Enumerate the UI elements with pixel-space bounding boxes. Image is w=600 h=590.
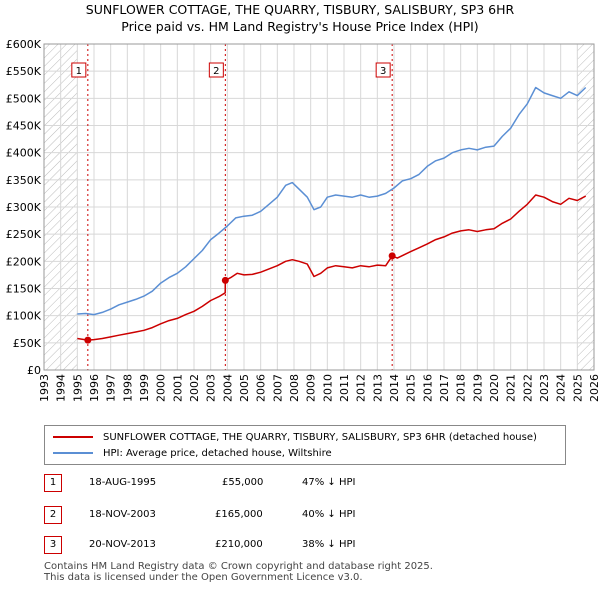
- x-tick-label: 2004: [221, 374, 234, 402]
- legend-label-property: SUNFLOWER COTTAGE, THE QUARRY, TISBURY, …: [103, 431, 537, 443]
- sale-label-text: 2: [213, 66, 219, 77]
- x-tick-label: 2015: [405, 374, 418, 402]
- y-tick-label: £50K: [13, 337, 42, 350]
- x-tick-label: 2001: [171, 374, 184, 402]
- x-tick-label: 1999: [138, 374, 151, 402]
- x-tick-label: 1998: [121, 374, 134, 402]
- legend-swatch-hpi: [53, 452, 93, 454]
- y-tick-label: £0: [27, 364, 41, 377]
- y-tick-label: £550K: [6, 65, 42, 78]
- x-tick-label: 1994: [55, 374, 68, 402]
- y-tick-label: £350K: [6, 174, 42, 187]
- x-tick-label: 2018: [455, 374, 468, 402]
- x-tick-label: 1995: [71, 374, 84, 402]
- x-tick-label: 2013: [371, 374, 384, 402]
- x-tick-label: 1997: [105, 374, 118, 402]
- x-tick-label: 2019: [471, 374, 484, 402]
- chart-title: SUNFLOWER COTTAGE, THE QUARRY, TISBURY, …: [85, 2, 515, 17]
- y-tick-label: £200K: [6, 255, 42, 268]
- sale-label-text: 1: [76, 66, 82, 77]
- transaction-hpi-diff: 38% ↓ HPI: [302, 539, 356, 550]
- x-tick-label: 2012: [355, 374, 368, 402]
- x-tick-label: 2014: [388, 374, 401, 402]
- x-tick-label: 2011: [338, 374, 351, 402]
- transaction-price: £55,000: [222, 477, 264, 488]
- x-tick-label: 1993: [38, 374, 51, 402]
- legend-item-hpi: HPI: Average price, detached house, Wilt…: [53, 446, 332, 460]
- x-tick-label: 2007: [271, 374, 284, 402]
- price-paid-line: [77, 194, 587, 341]
- y-tick-label: £100K: [6, 310, 42, 323]
- legend-item-property: SUNFLOWER COTTAGE, THE QUARRY, TISBURY, …: [53, 430, 537, 444]
- footer: Contains HM Land Registry data © Crown c…: [44, 561, 433, 583]
- transaction-price: £165,000: [215, 509, 263, 520]
- sale-label-text: 3: [380, 66, 386, 77]
- x-tick-label: 2016: [421, 374, 434, 402]
- transaction-number: 2: [44, 506, 62, 524]
- x-tick-label: 2022: [521, 374, 534, 402]
- sale-point: [84, 336, 92, 344]
- transaction-number: 1: [44, 474, 62, 492]
- x-tick-label: 2017: [438, 374, 451, 402]
- transaction-price: £210,000: [215, 539, 263, 550]
- x-tick-label: 2023: [538, 374, 551, 402]
- transaction-hpi-diff: 47% ↓ HPI: [302, 477, 356, 488]
- x-tick-label: 2008: [288, 374, 301, 402]
- x-tick-label: 2000: [155, 374, 168, 402]
- y-tick-label: £600K: [6, 38, 42, 51]
- x-tick-label: 2026: [588, 374, 600, 402]
- x-tick-label: 2024: [555, 374, 568, 402]
- y-tick-label: £300K: [6, 201, 42, 214]
- hpi-line: [77, 86, 587, 316]
- transaction-date: 18-AUG-1995: [89, 477, 157, 488]
- y-tick-label: £250K: [6, 228, 42, 241]
- x-tick-label: 2021: [505, 374, 518, 402]
- y-tick-label: £500K: [6, 92, 42, 105]
- x-tick-label: 2002: [188, 374, 201, 402]
- plot-frame: [43, 43, 595, 371]
- x-tick-label: 2020: [488, 374, 501, 402]
- sale-label-box: [375, 62, 391, 78]
- legend-label-hpi: HPI: Average price, detached house, Wilt…: [103, 447, 332, 459]
- x-tick-label: 2005: [238, 374, 251, 402]
- sale-label-box: [208, 62, 224, 78]
- x-tick-label: 2006: [255, 374, 268, 402]
- x-tick-label: 2009: [305, 374, 318, 402]
- legend: SUNFLOWER COTTAGE, THE QUARRY, TISBURY, …: [44, 425, 566, 465]
- x-tick-label: 1996: [88, 374, 101, 402]
- x-tick-label: 2025: [571, 374, 584, 402]
- footer-licence: This data is licensed under the Open Gov…: [44, 572, 363, 583]
- transaction-hpi-diff: 40% ↓ HPI: [302, 509, 356, 520]
- sale-label-box: [71, 62, 87, 78]
- y-tick-label: £150K: [6, 283, 42, 296]
- transaction-date: 20-NOV-2013: [89, 539, 156, 550]
- sale-point: [388, 252, 396, 260]
- y-tick-label: £450K: [6, 120, 42, 133]
- x-tick-label: 2010: [321, 374, 334, 402]
- chart-subtitle: Price paid vs. HM Land Registry's House …: [121, 19, 479, 34]
- y-tick-label: £400K: [6, 147, 42, 160]
- x-tick-label: 2003: [205, 374, 218, 402]
- transaction-number: 3: [44, 536, 62, 554]
- sale-point: [221, 276, 229, 284]
- footer-copyright: Contains HM Land Registry data © Crown c…: [44, 561, 433, 572]
- legend-swatch-property: [53, 436, 93, 438]
- transaction-date: 18-NOV-2003: [89, 509, 156, 520]
- price-chart: 1 2 3 £0 £50K £100K £150K £200K £250K £300K £350K…: [6, 38, 600, 402]
